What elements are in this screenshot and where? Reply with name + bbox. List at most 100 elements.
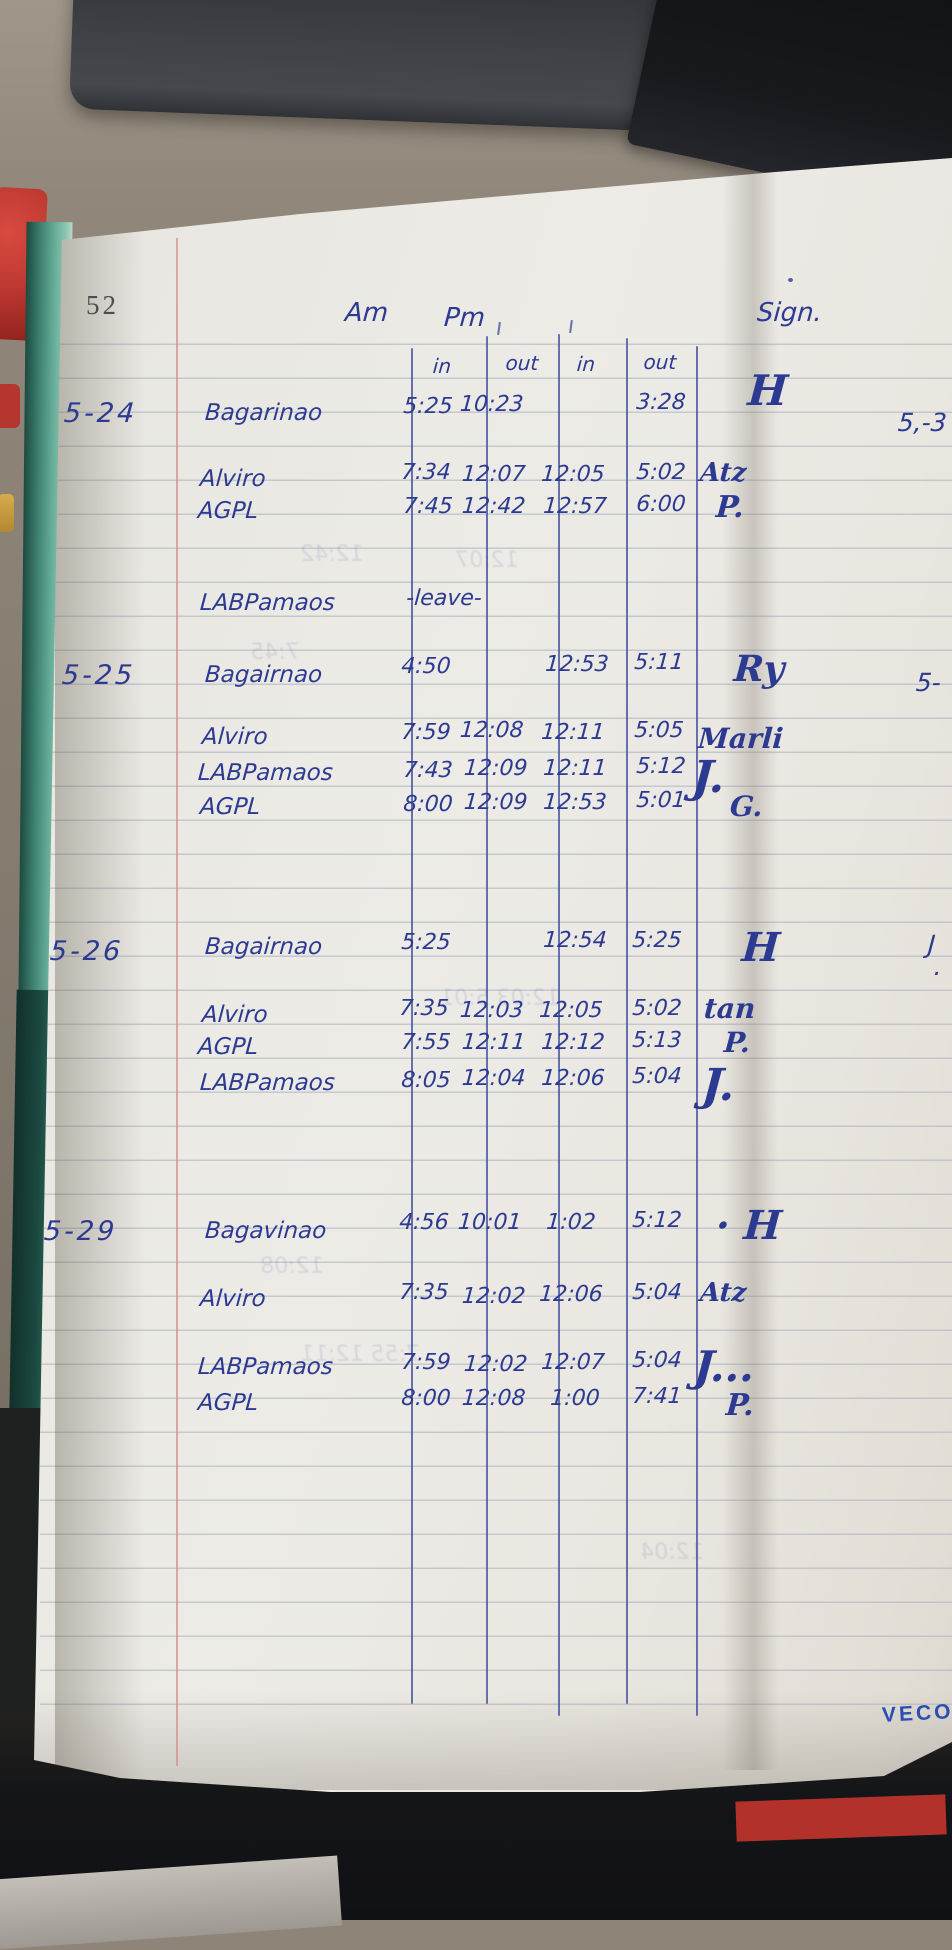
time-cell-am-in: 5:25 <box>400 930 452 955</box>
name-cell: Bagairnao <box>204 934 324 960</box>
sign-cell: Ry <box>732 648 786 690</box>
name-cell: LABPamaos <box>197 760 334 786</box>
time-cell-am-in: 7:34 <box>400 460 452 485</box>
time-cell-pm-in: 12:57 <box>542 494 608 519</box>
time-cell-pm-out: 5:12 <box>631 1208 683 1233</box>
page-fold-shadow <box>722 160 792 1770</box>
time-cell-pm-out: 5:11 <box>633 650 685 675</box>
time-cell-am-in: 7:55 <box>400 1030 452 1055</box>
laptop-edge <box>68 0 664 132</box>
time-cell-pm-in: 12:53 <box>544 652 610 677</box>
ink-bleedthrough: 12:08 <box>258 1254 325 1279</box>
time-cell-am-out: 10:01 <box>457 1210 523 1235</box>
margin-fragment: 5- <box>914 668 942 697</box>
time-cell-am-in: 8:00 <box>402 792 454 817</box>
time-cell-pm-out: 5:04 <box>631 1280 683 1305</box>
name-cell: AGPL <box>199 794 262 820</box>
date-cell: 5-25 <box>60 660 137 691</box>
leave-note: -leave- <box>405 586 483 611</box>
time-cell-pm-out: 5:04 <box>631 1348 683 1373</box>
time-cell-am-out: 12:02 <box>461 1284 527 1309</box>
sign-cell: J. <box>690 752 727 803</box>
time-cell-pm-in: 12:53 <box>542 790 608 815</box>
name-cell: Bagavinao <box>204 1218 328 1244</box>
table-column-line <box>486 336 488 1704</box>
sign-cell: · H <box>714 1202 784 1249</box>
name-cell: AGPL <box>197 1390 260 1416</box>
time-cell-am-out: 10:23 <box>459 392 525 417</box>
page-number: 52 <box>86 290 119 320</box>
header-pm: Pm <box>442 303 487 333</box>
time-cell-am-in: 4:56 <box>398 1210 450 1235</box>
subheader-pm-out: out <box>642 350 678 374</box>
ink-bleedthrough: 12:03 5:01 <box>438 986 562 1011</box>
time-cell-am-out: 12:11 <box>461 1030 527 1055</box>
sign-cell: H <box>746 366 790 415</box>
time-cell-pm-in: 12:11 <box>542 756 608 781</box>
time-cell-am-out: 12:04 <box>461 1066 527 1091</box>
sign-cell: P. <box>722 1026 752 1059</box>
sign-cell: tan <box>702 992 757 1025</box>
time-cell-am-out: 12:09 <box>463 790 529 815</box>
ruled-lines <box>40 311 952 1707</box>
time-cell-pm-out: 6:00 <box>635 492 687 517</box>
time-cell-am-out: 12:02 <box>463 1352 529 1377</box>
bottom-curl-shadow <box>34 1690 952 1790</box>
subheader-am-out: out <box>504 351 540 375</box>
header-am: Am <box>343 298 390 328</box>
time-cell-pm-out: 5:13 <box>631 1028 683 1053</box>
sign-cell: P. <box>714 490 746 525</box>
red-cloth-left-small <box>0 384 20 428</box>
date-cell: 5-26 <box>48 936 125 967</box>
spine-shadow <box>55 170 145 1780</box>
time-cell-pm-in: 12:06 <box>540 1066 606 1091</box>
time-cell-pm-in: 12:12 <box>540 1030 606 1055</box>
sign-cell: Atz <box>698 458 748 488</box>
table-column-line <box>411 348 413 1704</box>
name-cell: AGPL <box>197 1034 260 1060</box>
red-object-bottom <box>735 1794 947 1842</box>
table-column-line <box>626 338 628 1704</box>
time-cell-am-out: 12:07 <box>461 462 527 487</box>
time-cell-pm-out: 5:02 <box>631 996 683 1021</box>
sign-cell: G. <box>728 790 764 823</box>
time-cell-am-in: 8:05 <box>400 1068 452 1093</box>
time-cell-pm-in: 12:54 <box>542 928 608 953</box>
sign-cell: J... <box>692 1342 757 1391</box>
time-cell-pm-out: 5:05 <box>633 718 685 743</box>
name-cell: Alviro <box>199 466 267 492</box>
name-cell: Bagairnao <box>204 662 324 688</box>
date-cell: 5-24 <box>62 398 139 429</box>
header-sign: Sign. <box>755 298 824 328</box>
ink-bleedthrough: 12:07 <box>453 548 520 573</box>
time-cell-am-in: 7:45 <box>402 494 454 519</box>
subheader-pm-in: in <box>576 352 596 376</box>
name-cell: LABPamaos <box>199 1070 336 1096</box>
time-cell-am-in: 8:00 <box>400 1386 452 1411</box>
red-margin-line <box>176 238 178 1766</box>
time-cell-pm-in: 1:00 <box>549 1386 601 1411</box>
name-cell: Bagarinao <box>204 400 324 426</box>
margin-fragment: 5,-3 <box>896 408 948 437</box>
sign-cell: Marli <box>696 722 785 755</box>
time-cell-am-in: 7:43 <box>402 758 454 783</box>
time-cell-pm-out: 5:25 <box>631 928 683 953</box>
time-cell-am-out: 12:09 <box>463 756 529 781</box>
ink-bleedthrough: 12:42 <box>298 542 365 567</box>
date-cell: 5-29 <box>42 1216 119 1247</box>
time-cell-pm-in: 12:06 <box>538 1282 604 1307</box>
name-cell: AGPL <box>197 498 260 524</box>
time-cell-pm-out: 5:04 <box>631 1064 683 1089</box>
name-cell: Alviro <box>199 1286 267 1312</box>
time-cell-am-in: 5:25 <box>402 394 454 419</box>
sign-cell: P. <box>724 1388 756 1423</box>
ink-bleedthrough: 12:04 <box>638 1540 705 1565</box>
sign-cell: H <box>740 924 782 971</box>
pen-dot <box>788 278 793 282</box>
gold-clasp <box>0 494 14 532</box>
time-cell-pm-out: 5:12 <box>635 754 687 779</box>
table-column-line <box>558 334 560 1716</box>
time-cell-am-in: 7:35 <box>398 1280 450 1305</box>
